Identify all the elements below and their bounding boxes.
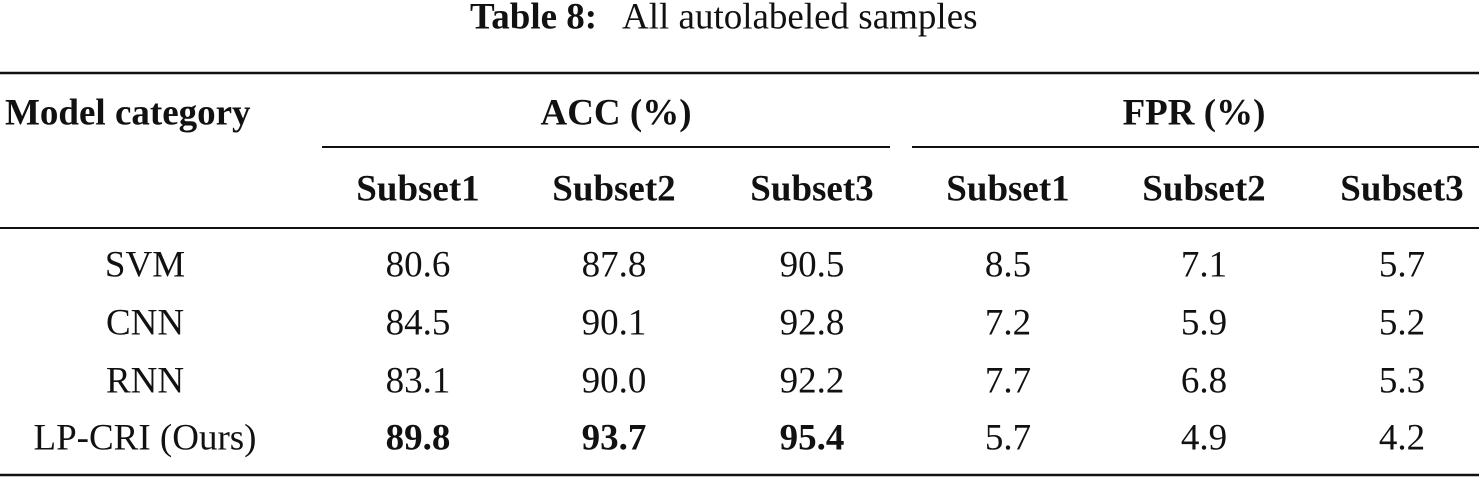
subheader: Subset1 [946, 168, 1069, 209]
cell: 8.5 [985, 244, 1031, 285]
cell: 90.1 [582, 302, 647, 343]
cell: 5.9 [1181, 302, 1227, 343]
row-label: CNN [106, 302, 184, 343]
subheader: Subset2 [552, 168, 675, 209]
subheader: Subset2 [1142, 168, 1265, 209]
cell: 87.8 [582, 244, 647, 285]
subheader: Subset3 [1340, 168, 1463, 209]
cell: 90.5 [780, 244, 845, 285]
subheader: Subset3 [750, 168, 873, 209]
cell: 4.2 [1379, 417, 1425, 458]
row-label: LP-CRI (Ours) [33, 417, 256, 458]
cell: 4.9 [1181, 417, 1227, 458]
cell: 84.5 [386, 302, 451, 343]
cell: 5.2 [1379, 302, 1425, 343]
cell: 93.7 [582, 417, 647, 458]
cell: 95.4 [780, 417, 845, 458]
row-label: SVM [105, 244, 185, 285]
group-header: FPR (%) [1123, 92, 1266, 133]
cell: 7.1 [1181, 244, 1227, 285]
cell: 89.8 [386, 417, 451, 458]
caption-label: Table 8: [470, 0, 597, 37]
cell: 7.2 [985, 302, 1031, 343]
cell: 92.2 [780, 360, 845, 401]
cell: 5.7 [1379, 244, 1425, 285]
cell: 6.8 [1181, 360, 1227, 401]
group-header: ACC (%) [540, 92, 691, 133]
cell: 7.7 [985, 360, 1031, 401]
row-label: RNN [106, 360, 184, 401]
cell: 92.8 [780, 302, 845, 343]
caption-text: All autolabeled samples [622, 0, 978, 37]
cell: 5.7 [985, 417, 1031, 458]
cell: 5.3 [1379, 360, 1425, 401]
cell: 83.1 [386, 360, 451, 401]
row-label-header: Model category [5, 92, 251, 133]
cell: 90.0 [582, 360, 647, 401]
cell: 80.6 [386, 244, 451, 285]
subheader: Subset1 [356, 168, 479, 209]
